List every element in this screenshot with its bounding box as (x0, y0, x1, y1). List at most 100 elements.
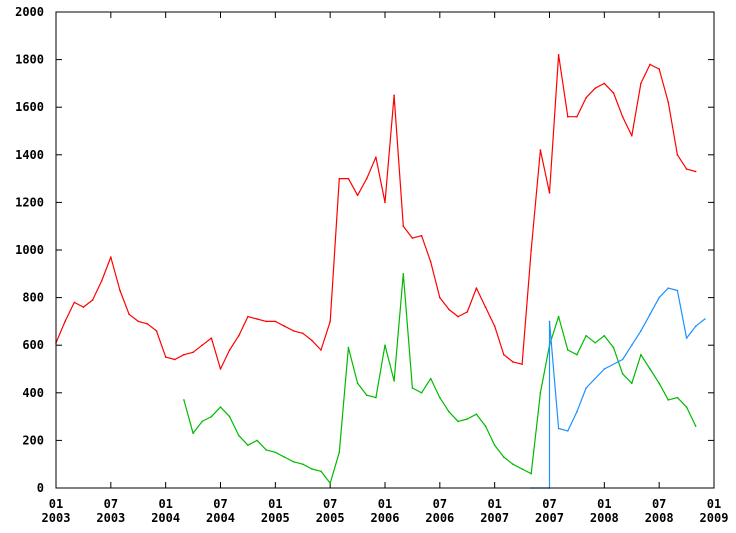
data-point-series-2 (649, 368, 651, 370)
x-tick-label-year: 2007 (535, 511, 564, 525)
data-point-series-1 (466, 311, 469, 313)
y-tick-label: 1200 (15, 195, 44, 209)
data-point-series-1 (91, 299, 94, 301)
series-line-2 (183, 273, 697, 484)
data-point-series-1 (137, 320, 140, 323)
data-point-series-2 (201, 420, 203, 423)
data-point-series-2 (375, 396, 377, 399)
x-tick-label-year: 2004 (151, 511, 180, 525)
data-point-series-1 (685, 168, 688, 170)
data-point-series-3 (640, 330, 642, 332)
data-point-series-2 (503, 456, 505, 458)
plot-frame (55, 11, 715, 489)
data-point-series-2 (192, 432, 194, 435)
x-tick-label-year: 2004 (206, 511, 235, 525)
data-point-series-2 (567, 349, 569, 351)
y-tick-label: 600 (22, 338, 44, 352)
data-point-series-1 (411, 237, 414, 239)
data-point-series-2 (457, 420, 459, 423)
data-point-series-1 (694, 170, 697, 173)
data-point-series-3 (649, 313, 651, 316)
data-point-series-2 (694, 425, 697, 427)
data-point-series-2 (183, 399, 185, 401)
x-tick-label-month: 07 (652, 497, 666, 511)
data-point-series-2 (402, 273, 405, 275)
data-point-series-1 (128, 313, 130, 316)
data-point-series-1 (667, 101, 670, 104)
data-point-series-1 (621, 115, 624, 118)
data-point-series-2 (576, 353, 578, 356)
data-point-series-2 (365, 394, 368, 397)
data-point-series-3 (658, 296, 660, 299)
x-tick-label-year: 2006 (371, 511, 400, 525)
data-point-series-1 (631, 135, 633, 137)
data-point-series-2 (658, 382, 660, 385)
y-tick-label: 800 (22, 291, 44, 305)
series-line-1 (55, 54, 696, 370)
data-point-series-2 (393, 380, 395, 382)
y-tick-label: 1000 (15, 243, 44, 257)
data-point-series-1 (64, 320, 66, 323)
data-point-series-2 (603, 334, 606, 337)
data-point-series-2 (219, 406, 222, 408)
data-point-series-2 (265, 449, 268, 451)
data-point-series-1 (402, 225, 405, 227)
data-point-series-1 (100, 280, 103, 282)
data-point-series-1 (567, 115, 569, 118)
data-point-series-2 (466, 418, 469, 420)
data-point-series-2 (247, 444, 249, 447)
data-point-series-2 (420, 392, 423, 394)
data-point-series-3 (576, 411, 578, 413)
data-point-series-2 (631, 382, 633, 385)
data-point-series-1 (557, 54, 560, 56)
x-tick-label-month: 07 (213, 497, 227, 511)
data-point-series-1 (539, 149, 542, 151)
data-point-series-1 (375, 156, 377, 158)
x-tick-label-year: 2008 (645, 511, 674, 525)
y-tick-label: 1800 (15, 53, 44, 67)
data-point-series-2 (256, 439, 258, 442)
data-point-series-1 (183, 353, 185, 356)
data-point-series-1 (503, 353, 505, 356)
data-point-series-2 (621, 373, 624, 375)
data-point-series-1 (493, 325, 496, 328)
data-point-series-1 (302, 332, 304, 335)
data-point-series-2 (585, 334, 587, 337)
data-point-series-1 (384, 201, 386, 204)
data-point-series-3 (667, 287, 670, 289)
data-point-series-1 (420, 234, 423, 237)
x-tick-label-month: 01 (158, 497, 172, 511)
data-point-series-2 (238, 434, 240, 437)
data-point-series-3 (631, 344, 633, 347)
data-point-series-1 (512, 361, 514, 363)
data-point-series-1 (338, 177, 341, 180)
data-point-series-3 (557, 427, 560, 430)
data-point-series-2 (439, 396, 441, 399)
data-point-series-1 (649, 63, 651, 66)
data-point-series-1 (210, 337, 213, 339)
x-tick-label-year: 2009 (700, 511, 729, 525)
data-point-series-2 (448, 411, 450, 413)
data-point-series-2 (594, 342, 596, 344)
x-tick-label-month: 01 (49, 497, 63, 511)
x-tick-label-month: 01 (378, 497, 392, 511)
data-point-series-2 (292, 461, 295, 463)
data-point-series-2 (274, 451, 277, 454)
data-point-series-1 (110, 256, 112, 258)
data-point-series-2 (676, 396, 679, 399)
data-point-series-3 (585, 387, 587, 389)
x-tick-label-month: 01 (707, 497, 721, 511)
data-point-series-2 (612, 346, 615, 349)
data-point-series-2 (347, 346, 350, 349)
x-tick-label-month: 01 (597, 497, 611, 511)
data-point-series-1 (603, 82, 606, 85)
data-point-series-1 (439, 296, 441, 299)
data-point-series-1 (448, 308, 450, 311)
data-point-series-3 (567, 430, 569, 432)
data-point-series-1 (283, 325, 286, 328)
data-point-series-2 (484, 425, 487, 427)
data-point-series-3 (704, 318, 706, 320)
data-point-series-1 (676, 154, 679, 156)
data-point-series-2 (228, 415, 231, 418)
